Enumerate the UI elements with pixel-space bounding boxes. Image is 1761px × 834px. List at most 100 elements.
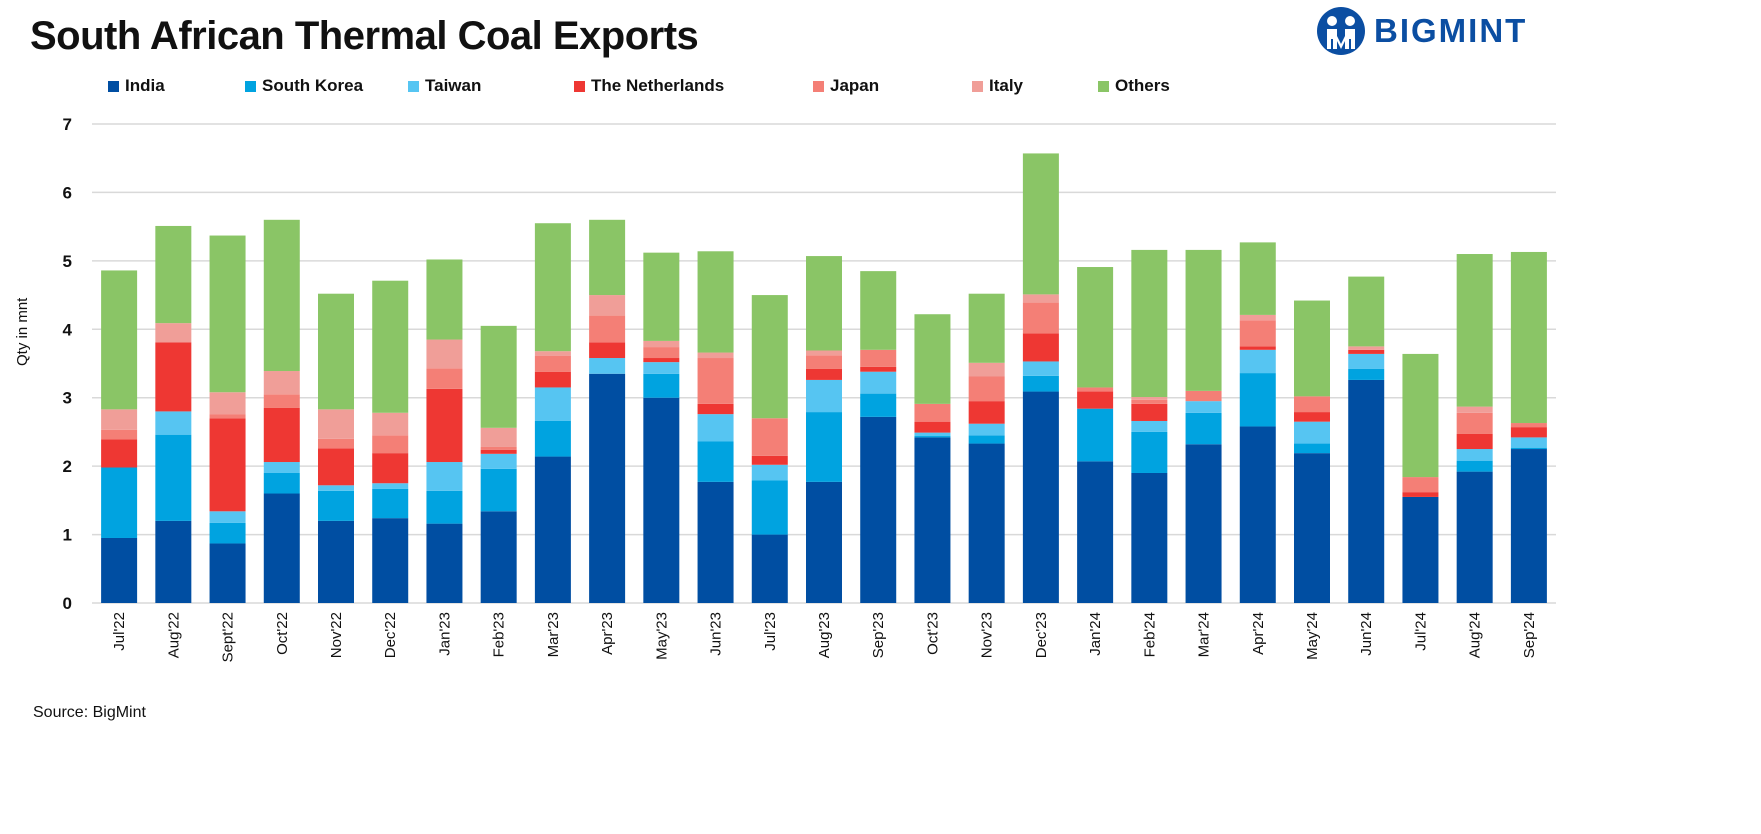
x-tick-label: Jul'24 xyxy=(1412,612,1429,651)
bar-segment-south-korea xyxy=(534,420,571,457)
bar-segment-south-korea xyxy=(1348,368,1385,380)
bar-segment-others xyxy=(697,251,734,353)
bar-segment-others xyxy=(1239,242,1276,315)
bar-segment-others xyxy=(751,295,788,419)
bar-segment-south-korea xyxy=(914,436,951,438)
bar-segment-south-korea xyxy=(860,393,897,417)
bar-segment-italy xyxy=(643,340,680,348)
bar-segment-india xyxy=(589,373,626,603)
x-tick-label: Feb'24 xyxy=(1141,612,1158,657)
bar-segment-japan xyxy=(914,403,951,422)
legend-swatch xyxy=(108,80,119,92)
bar-segment-italy xyxy=(263,371,300,395)
bar-segment-others xyxy=(806,256,842,351)
bar-segment-italy xyxy=(806,350,842,356)
bar-segment-japan xyxy=(426,368,463,389)
bar-segment-japan xyxy=(1456,412,1493,434)
bar-segment-india xyxy=(209,543,246,603)
bar-segment-the-netherlands xyxy=(426,388,463,463)
bar-segment-the-netherlands xyxy=(914,421,951,433)
bar-segment-taiwan xyxy=(155,411,192,435)
logo-text: BIGMINT xyxy=(1374,12,1528,49)
bar-segment-the-netherlands xyxy=(318,448,354,486)
legend-item: Japan xyxy=(813,76,879,96)
bar-segment-others xyxy=(968,293,1005,363)
bar-segment-india xyxy=(1239,426,1276,603)
bar-segment-japan xyxy=(209,414,246,419)
bar-segment-india xyxy=(968,443,1005,603)
bar-segment-japan xyxy=(1022,302,1059,334)
bar-segment-japan xyxy=(318,438,354,449)
bar-segment-india xyxy=(697,481,734,603)
bar-segment-japan xyxy=(697,358,734,404)
x-tick-label: Jan'23 xyxy=(436,612,453,656)
x-tick-label: Nov'23 xyxy=(979,612,996,658)
bar-segment-taiwan xyxy=(318,485,354,491)
bar-segment-taiwan xyxy=(589,358,626,374)
bar-segment-taiwan xyxy=(914,432,951,437)
bar-segment-others xyxy=(155,225,192,324)
legend-item: Italy xyxy=(972,76,1023,96)
bar-segment-italy xyxy=(589,295,626,316)
x-tick-label: Aug'22 xyxy=(165,612,182,658)
bar-segment-south-korea xyxy=(426,490,463,524)
legend-item: South Korea xyxy=(245,76,363,96)
bar-segment-japan xyxy=(1239,320,1276,347)
legend-label: The Netherlands xyxy=(591,76,725,95)
bar-segment-taiwan xyxy=(806,379,842,413)
legend-item: India xyxy=(108,76,165,96)
bar-segment-the-netherlands xyxy=(1022,333,1059,362)
bar-segment-taiwan xyxy=(697,414,734,442)
bar-segment-italy xyxy=(1131,397,1168,400)
bar-segment-taiwan xyxy=(372,483,409,489)
bar-segment-others xyxy=(101,270,138,410)
bar-segment-the-netherlands xyxy=(209,418,246,512)
legend-swatch xyxy=(574,80,585,92)
bar-segment-south-korea xyxy=(480,468,517,512)
bar-segment-italy xyxy=(1456,406,1493,413)
bar-segment-india xyxy=(1402,496,1439,603)
bar-segment-the-netherlands xyxy=(480,449,517,454)
bar-segment-india xyxy=(1185,444,1222,603)
bigmint-logo: BIGMINT xyxy=(1316,6,1527,56)
bar-segment-the-netherlands xyxy=(806,368,842,380)
bar-segment-others xyxy=(1348,276,1385,347)
legend-swatch xyxy=(813,80,824,92)
bar-segment-india xyxy=(1131,472,1168,603)
y-tick-label: 1 xyxy=(63,526,72,545)
bar-segment-the-netherlands xyxy=(751,455,788,465)
bar-segment-india xyxy=(155,520,192,603)
legend-item: Others xyxy=(1098,76,1170,96)
bar-segment-south-korea xyxy=(751,480,788,535)
bar-segment-the-netherlands xyxy=(1348,349,1385,354)
bar-segment-taiwan xyxy=(643,362,680,374)
legend-label: South Korea xyxy=(262,76,364,95)
bar-segment-taiwan xyxy=(534,387,571,421)
bar-segment-south-korea xyxy=(968,435,1005,444)
x-tick-label: Sep'24 xyxy=(1521,612,1538,658)
y-tick-label: 5 xyxy=(63,252,72,271)
legend-label: Italy xyxy=(989,76,1024,95)
bar-segment-india xyxy=(372,518,409,603)
legend-label: Others xyxy=(1115,76,1170,95)
bar-segment-south-korea xyxy=(1294,443,1330,454)
bar-segment-the-netherlands xyxy=(1077,391,1114,409)
bar-segment-others xyxy=(1402,353,1439,478)
bar-segment-japan xyxy=(1294,396,1330,413)
bar-segment-the-netherlands xyxy=(643,358,680,363)
bar-segment-taiwan xyxy=(860,371,897,394)
bar-segment-japan xyxy=(1402,477,1439,493)
bar-segment-taiwan xyxy=(1348,353,1385,369)
bar-segment-others xyxy=(860,271,897,350)
bar-segment-italy xyxy=(372,412,409,436)
bar-segment-japan xyxy=(1185,390,1222,402)
bar-segment-taiwan xyxy=(1185,401,1222,413)
bar-segment-the-netherlands xyxy=(1131,403,1168,421)
bar-segment-south-korea xyxy=(697,441,734,482)
bar-segment-india xyxy=(751,534,788,603)
x-tick-label: Jul'22 xyxy=(111,612,128,651)
bar-segment-italy xyxy=(318,409,354,439)
bar-segment-india xyxy=(1294,453,1330,603)
x-tick-label: Feb'23 xyxy=(491,612,508,657)
